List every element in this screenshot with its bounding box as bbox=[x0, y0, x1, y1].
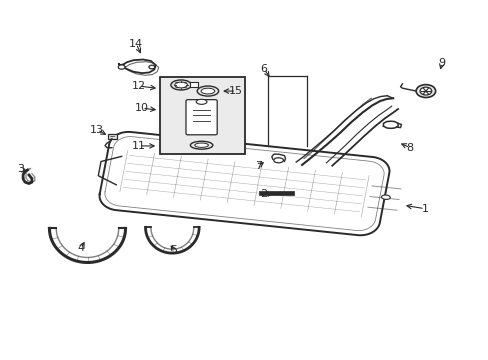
Text: 3: 3 bbox=[18, 164, 24, 174]
Ellipse shape bbox=[419, 87, 431, 95]
Ellipse shape bbox=[273, 158, 283, 163]
Text: 4: 4 bbox=[78, 243, 84, 253]
Text: 10: 10 bbox=[135, 103, 149, 113]
Ellipse shape bbox=[118, 65, 125, 69]
Text: 6: 6 bbox=[260, 64, 267, 74]
Text: 7: 7 bbox=[255, 161, 262, 171]
Bar bbox=[259, 192, 294, 195]
Ellipse shape bbox=[194, 143, 208, 147]
Text: 1: 1 bbox=[421, 204, 427, 214]
Text: 9: 9 bbox=[438, 58, 445, 68]
Bar bbox=[159, 77, 244, 154]
Text: 13: 13 bbox=[90, 125, 104, 135]
Ellipse shape bbox=[415, 85, 435, 98]
Ellipse shape bbox=[149, 65, 155, 69]
Ellipse shape bbox=[197, 86, 218, 96]
Text: 2: 2 bbox=[260, 189, 267, 199]
Ellipse shape bbox=[174, 82, 187, 88]
Text: 12: 12 bbox=[131, 81, 145, 91]
Bar bbox=[189, 82, 197, 87]
Text: 5: 5 bbox=[170, 245, 177, 255]
Text: 14: 14 bbox=[129, 39, 143, 49]
Ellipse shape bbox=[190, 141, 212, 149]
Text: 11: 11 bbox=[131, 141, 145, 151]
Ellipse shape bbox=[381, 195, 389, 199]
Bar bbox=[108, 134, 117, 139]
Text: 8: 8 bbox=[406, 143, 413, 153]
Ellipse shape bbox=[201, 88, 214, 94]
Ellipse shape bbox=[170, 80, 191, 90]
Ellipse shape bbox=[196, 99, 206, 104]
Text: 15: 15 bbox=[229, 86, 243, 96]
FancyBboxPatch shape bbox=[185, 100, 217, 135]
